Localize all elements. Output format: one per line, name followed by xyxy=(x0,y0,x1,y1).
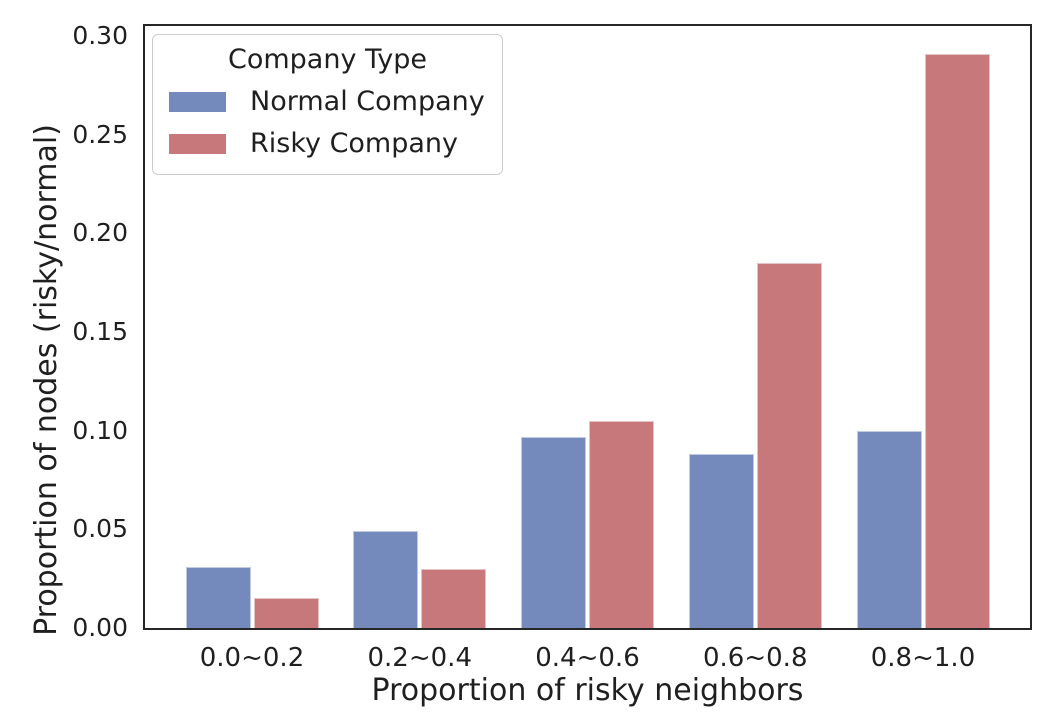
x-tick-label: 0.4~0.6 xyxy=(535,643,640,673)
bar-risky-company-0.4~0.6 xyxy=(589,421,654,628)
x-axis-label: Proportion of risky neighbors xyxy=(371,673,804,708)
plot-area xyxy=(143,24,1032,630)
x-tick-label: 0.6~0.8 xyxy=(703,643,808,673)
bar-normal-company-0.0~0.2 xyxy=(185,567,251,628)
legend-item-risky-company: Risky Company xyxy=(153,129,502,159)
legend-label-risky-company: Risky Company xyxy=(250,128,459,159)
legend: Company Type Normal Company Risky Compan… xyxy=(152,34,503,175)
y-tick-label: 0.30 xyxy=(72,21,128,50)
bar-risky-company-0.6~0.8 xyxy=(756,263,822,628)
legend-title: Company Type xyxy=(227,44,428,75)
bar-normal-company-0.6~0.8 xyxy=(688,454,754,628)
y-tick-label: 0.15 xyxy=(72,317,128,346)
y-tick-label: 0.10 xyxy=(72,416,128,445)
bar-normal-company-0.4~0.6 xyxy=(521,437,586,628)
x-tick-label: 0.0~0.2 xyxy=(199,643,305,673)
risky-company-swatch-icon xyxy=(169,134,226,154)
bar-normal-company-0.8~1.0 xyxy=(856,431,922,628)
bar-risky-company-0.2~0.4 xyxy=(421,569,487,628)
bar-normal-company-0.2~0.4 xyxy=(353,531,419,628)
x-tick-label: 0.2~0.4 xyxy=(367,643,472,673)
x-tick-label: 0.8~1.0 xyxy=(870,643,976,673)
bar-risky-company-0.0~0.2 xyxy=(253,598,319,628)
legend-item-normal-company: Normal Company xyxy=(153,87,502,117)
y-tick-label: 0.20 xyxy=(72,218,128,247)
bar-risky-company-0.8~1.0 xyxy=(924,54,990,628)
normal-company-swatch-icon xyxy=(169,92,226,112)
y-tick-label: 0.05 xyxy=(72,514,128,543)
y-tick-label: 0.00 xyxy=(72,613,128,642)
legend-label-normal-company: Normal Company xyxy=(250,86,485,117)
y-tick-label: 0.25 xyxy=(72,120,128,149)
y-axis-label: Proportion of nodes (risky/normal) xyxy=(29,124,64,636)
